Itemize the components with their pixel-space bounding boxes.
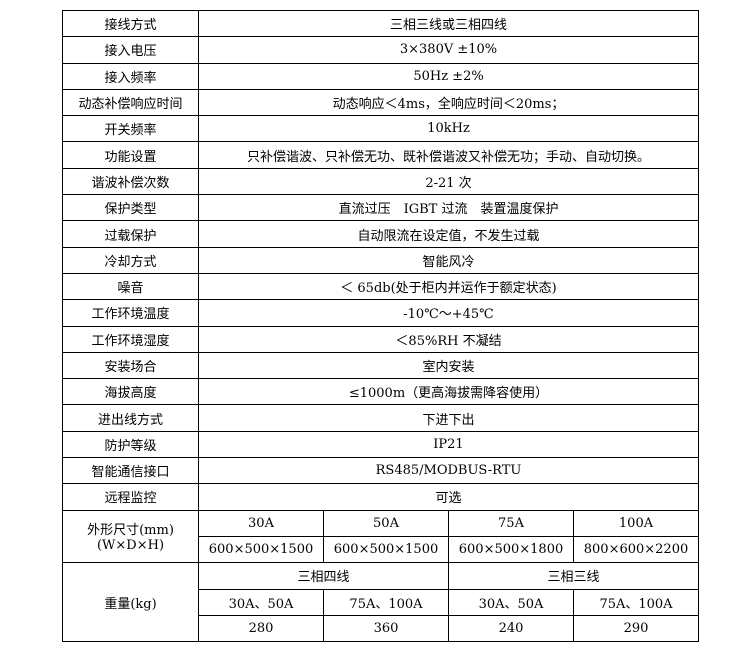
spec-label: 防护等级 — [62, 430, 199, 459]
spec-value: 室内安装 — [197, 351, 700, 380]
spec-label: 过载保护 — [62, 220, 199, 248]
spec-label: 远程监控 — [62, 483, 199, 511]
weight-row-values: 280 360 240 290 — [63, 614, 700, 643]
spec-row: 噪音＜ 65db(处于柜内并运作于额定状态) — [62, 272, 700, 301]
spec-value: ＜ 65db(处于柜内并运作于额定状态) — [197, 272, 700, 301]
weight-value: 290 — [572, 614, 700, 643]
spec-label: 开关频率 — [62, 115, 199, 143]
spec-value: 50Hz ±2% — [197, 62, 700, 90]
spec-label: 安装场合 — [62, 351, 199, 380]
spec-value: -10℃～+45℃ — [197, 299, 700, 327]
spec-row: 安装场合 室内安装 — [62, 351, 700, 380]
spec-value: 只补偿谐波、只补偿无功、既补偿谐波又补偿无功；手动、自动切换。 — [197, 141, 700, 169]
spec-row: 远程监控 可选 — [62, 483, 700, 511]
weight-group: 三相四线 — [198, 562, 449, 590]
spec-label: 海拔高度 — [62, 378, 199, 406]
spec-row: 工作环境温度 -10℃～+45℃ — [62, 299, 700, 327]
weight-value: 240 — [448, 614, 574, 643]
spec-row: 谐波补偿次数 2-21 次 — [62, 167, 700, 196]
spec-row: 海拔高度 ≤1000m（更高海拔需降容使用） — [62, 378, 700, 406]
dimension-label-line2: (W×D×H) — [96, 538, 165, 554]
spec-value: 2-21 次 — [197, 167, 700, 196]
dimension-label-line1: 外形尺寸(mm) — [87, 523, 174, 539]
spec-value: 智能风冷 — [197, 246, 700, 274]
spec-label: 谐波补偿次数 — [62, 167, 199, 196]
weight-model: 30A、50A — [198, 588, 324, 616]
spec-label: 接线方式 — [62, 9, 199, 38]
dimension-row-sizes: 600×500×1500 600×500×1500 600×500×1800 8… — [63, 535, 700, 564]
spec-row: 智能通信接口 RS485/MODBUS-RTU — [62, 457, 700, 485]
spec-value: 动态响应＜4ms，全响应时间＜20ms； — [197, 88, 700, 117]
weight-model: 75A、100A — [323, 588, 449, 616]
dimension-size: 600×500×1500 — [198, 535, 324, 564]
weight-group: 三相三线 — [447, 562, 700, 590]
spec-row: 动态补偿响应时间 动态响应＜4ms，全响应时间＜20ms； — [62, 88, 700, 117]
spec-label: 智能通信接口 — [62, 457, 199, 485]
weight-model: 75A、100A — [572, 588, 700, 616]
spec-row: 接入电压 3×380V ±10% — [62, 36, 700, 64]
weight-row-models: 30A、50A 75A、100A 30A、50A 75A、100A — [63, 588, 700, 616]
spec-row: 开关频率 10kHz — [62, 115, 700, 143]
dimension-size: 600×500×1800 — [448, 535, 574, 564]
spec-label: 接入频率 — [62, 62, 199, 90]
spec-label: 接入电压 — [62, 36, 199, 64]
spec-row: 过载保护 自动限流在设定值，不发生过载 — [62, 220, 700, 248]
spec-value: 直流过压 IGBT 过流 装置温度保护 — [197, 194, 700, 222]
spec-value: 下进下出 — [197, 404, 700, 432]
dimension-row-models: 外形尺寸(mm) (W×D×H) 30A 50A 75A 100A — [62, 509, 700, 564]
dimension-label: 外形尺寸(mm) (W×D×H) — [62, 509, 199, 564]
spec-row: 工作环境湿度 ＜85%RH 不凝结 — [62, 325, 700, 353]
weight-value: 280 — [198, 614, 324, 643]
spec-label: 动态补偿响应时间 — [62, 88, 199, 117]
spec-value: ＜85%RH 不凝结 — [197, 325, 700, 353]
weight-model: 30A、50A — [448, 588, 574, 616]
spec-value: RS485/MODBUS-RTU — [197, 457, 700, 485]
spec-label: 进出线方式 — [62, 404, 199, 432]
spec-label: 功能设置 — [62, 141, 199, 169]
weight-label: 重量(kg) — [62, 562, 199, 643]
spec-row: 保护类型 直流过压 IGBT 过流 装置温度保护 — [62, 194, 700, 222]
spec-row: 接线方式 三相三线或三相四线 — [62, 9, 700, 38]
spec-label: 工作环境温度 — [62, 299, 199, 327]
spec-value: 自动限流在设定值，不发生过载 — [197, 220, 700, 248]
spec-row: 防护等级 IP21 — [62, 430, 700, 459]
spec-row: 接入频率 50Hz ±2% — [62, 62, 700, 90]
spec-label: 冷却方式 — [62, 246, 199, 274]
spec-value: 10kHz — [197, 115, 700, 143]
dimension-model: 30A — [198, 509, 324, 537]
spec-value: ≤1000m（更高海拔需降容使用） — [197, 378, 700, 406]
spec-label: 噪音 — [62, 272, 199, 301]
dimension-model: 75A — [448, 509, 574, 537]
spec-value: 三相三线或三相四线 — [197, 9, 700, 38]
weight-row-groups: 重量(kg) 三相四线 三相三线 — [62, 562, 700, 643]
spec-row: 冷却方式 智能风冷 — [62, 246, 700, 274]
dimension-model: 50A — [323, 509, 449, 537]
spec-label: 工作环境湿度 — [62, 325, 199, 353]
dimension-size: 600×500×1500 — [323, 535, 449, 564]
dimension-model: 100A — [572, 509, 700, 537]
spec-row: 功能设置 只补偿谐波、只补偿无功、既补偿谐波又补偿无功；手动、自动切换。 — [62, 141, 700, 169]
spec-value: 可选 — [197, 483, 700, 511]
weight-value: 360 — [323, 614, 449, 643]
spec-value: IP21 — [197, 430, 700, 459]
spec-value: 3×380V ±10% — [197, 36, 700, 64]
spec-row: 进出线方式 下进下出 — [62, 404, 700, 432]
dimension-size: 800×600×2200 — [572, 535, 700, 564]
spec-label: 保护类型 — [62, 194, 199, 222]
spec-table: 接线方式 三相三线或三相四线 接入电压 3×380V ±10% 接入频率 50Hz ±2%… — [62, 9, 700, 643]
